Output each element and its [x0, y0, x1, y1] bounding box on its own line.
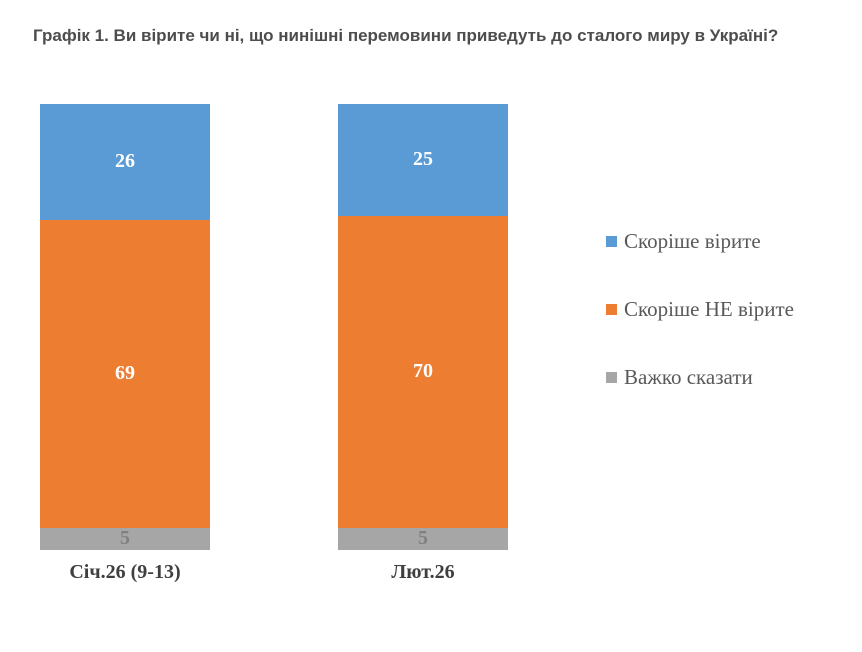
bar-stack: 26 69 5 [40, 104, 210, 550]
legend-item: Скоріше вірите [606, 229, 794, 253]
bar-value-label: 5 [120, 527, 130, 550]
bar-column: 26 69 5 Січ.26 (9-13) [40, 104, 210, 594]
legend-item: Важко сказати [606, 365, 794, 389]
legend-item: Скоріше НЕ вірите [606, 297, 794, 321]
legend-label: Важко сказати [624, 364, 753, 389]
category-label: Лют.26 [391, 561, 455, 583]
category-label: Січ.26 (9-13) [69, 561, 181, 583]
bar-segment: 5 [338, 527, 508, 550]
legend-swatch-icon [606, 303, 617, 315]
bar-column: 25 70 5 Лют.26 [338, 104, 508, 594]
bar-stack: 25 70 5 [338, 104, 508, 550]
chart-title: Графік 1. Ви вірите чи ні, що нинішні пе… [33, 26, 779, 45]
chart-legend: Скоріше вірите Скоріше НЕ вірите Важко ска… [606, 229, 794, 433]
bar-value-label: 5 [418, 527, 428, 550]
bar-value-label: 70 [413, 360, 433, 383]
bar-value-label: 26 [115, 150, 135, 173]
legend-swatch-icon [606, 371, 617, 383]
legend-label: Скоріше вірите [624, 228, 761, 253]
bar-value-label: 25 [413, 148, 433, 171]
bar-value-label: 69 [115, 362, 135, 385]
bar-segment: 25 [338, 104, 508, 216]
bar-segment: 70 [338, 215, 508, 528]
legend-label: Скоріше НЕ вірите [624, 296, 794, 321]
legend-swatch-icon [606, 235, 617, 247]
bar-segment: 26 [40, 104, 210, 220]
bar-segment: 69 [40, 219, 210, 528]
bar-segment: 5 [40, 527, 210, 550]
plot-area: 26 69 5 Січ.26 (9-13) 25 70 5 Лют.26 [40, 104, 508, 594]
